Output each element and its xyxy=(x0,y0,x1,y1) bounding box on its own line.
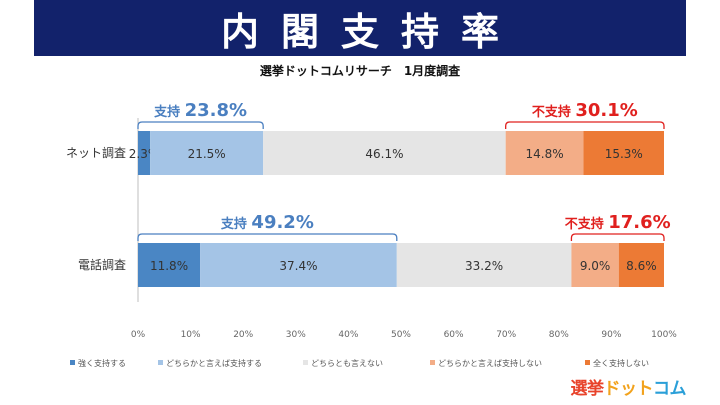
legend-label: どちらかと言えば支持する xyxy=(166,358,262,368)
logo-part-3: コム xyxy=(653,379,687,399)
bar-segment xyxy=(571,243,619,287)
chart-subtitle: 選挙ドットコムリサーチ 1月度調査 xyxy=(259,64,461,78)
x-tick-label: 10% xyxy=(181,330,201,340)
annotation-bracket xyxy=(137,233,398,241)
legend-swatch xyxy=(585,360,590,365)
legend-swatch xyxy=(303,360,308,365)
annotation-label: 支持 49.2% xyxy=(220,212,314,233)
x-tick-label: 40% xyxy=(338,330,358,340)
data-label: 21.5% xyxy=(188,147,226,161)
banner-title: 内閣支持率 xyxy=(220,9,521,54)
data-label: 14.8% xyxy=(526,147,564,161)
x-tick-label: 0% xyxy=(131,330,146,340)
annotation-bracket xyxy=(137,121,264,129)
bar-segment xyxy=(138,131,151,175)
legend-label: 全く支持しない xyxy=(593,358,649,368)
annotation-label: 不支持 30.1% xyxy=(532,100,638,121)
bar-segment xyxy=(200,243,397,287)
data-label: 15.3% xyxy=(605,147,643,161)
annotation-label: 不支持 17.6% xyxy=(565,212,671,233)
bar-segment xyxy=(505,131,584,175)
data-label: 9.0% xyxy=(580,259,611,273)
legend-label: どちらとも言えない xyxy=(311,358,383,368)
data-label: 8.6% xyxy=(626,259,657,273)
legend-swatch xyxy=(430,360,435,365)
bar-segment xyxy=(138,243,201,287)
annotation-label: 支持 23.8% xyxy=(153,100,247,121)
logo-part-1: 選挙 xyxy=(570,379,605,399)
site-logo: 選挙ドットコム xyxy=(571,374,687,399)
data-label: 37.4% xyxy=(279,259,317,273)
title-banner: 内閣支持率 xyxy=(34,0,686,56)
bar-segment xyxy=(396,243,572,287)
legend-label: 強く支持する xyxy=(78,358,126,368)
data-label: 11.8% xyxy=(150,259,188,273)
data-label: 33.2% xyxy=(465,259,503,273)
bar-segment xyxy=(583,131,664,175)
data-label: 46.1% xyxy=(365,147,403,161)
legend-swatch xyxy=(70,360,75,365)
x-tick-label: 30% xyxy=(286,330,306,340)
x-tick-label: 80% xyxy=(549,330,569,340)
bar-segment xyxy=(618,243,664,287)
x-tick-label: 20% xyxy=(233,330,253,340)
x-tick-label: 50% xyxy=(391,330,411,340)
legend-label: どちらかと言えば支持しない xyxy=(438,358,542,368)
category-label: 電話調査 xyxy=(78,257,126,272)
x-tick-label: 60% xyxy=(444,330,464,340)
logo-part-2: ドット xyxy=(603,379,654,399)
category-label: ネット調査 xyxy=(66,146,126,160)
x-tick-label: 100% xyxy=(651,330,677,340)
legend-swatch xyxy=(158,360,163,365)
bar-segment xyxy=(263,131,506,175)
annotation-bracket xyxy=(505,121,665,129)
bar-segment xyxy=(150,131,264,175)
x-tick-label: 90% xyxy=(601,330,621,340)
annotation-bracket xyxy=(570,233,665,241)
x-tick-label: 70% xyxy=(496,330,516,340)
